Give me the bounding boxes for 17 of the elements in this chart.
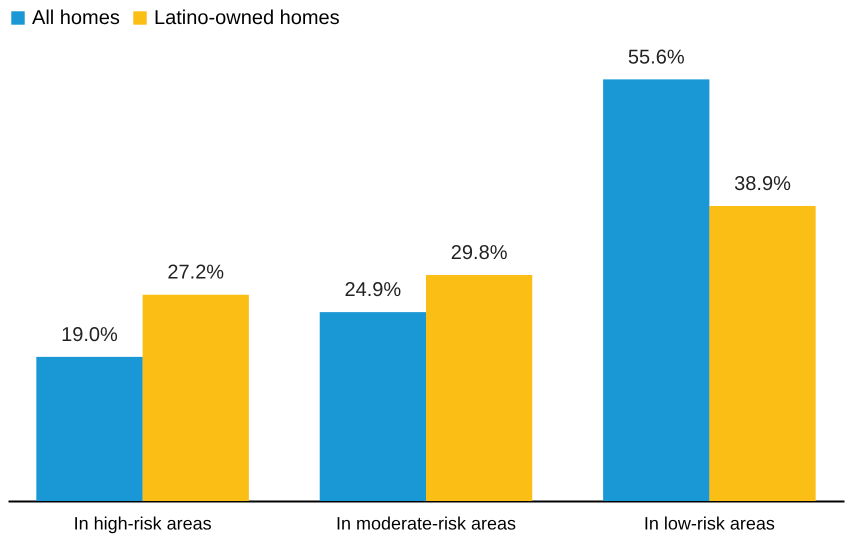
data-label: 38.9% [734,173,792,196]
bar [603,79,710,501]
data-label: 27.2% [167,262,224,284]
x-tick-label: In high-risk areas [74,514,212,534]
data-label: 29.8% [450,242,508,264]
data-label: 19.0% [61,324,118,346]
data-label: 55.6% [628,46,685,68]
bar [320,312,426,501]
bar [426,275,532,501]
legend-label: Latino-owned homes [154,7,340,29]
bar [709,206,816,501]
data-label: 24.9% [344,279,402,302]
x-tick-label: In moderate-risk areas [336,514,516,534]
bar [36,356,143,501]
x-tick-label: In low-risk areas [644,514,775,534]
legend-label: All homes [32,7,120,29]
bar [142,294,249,501]
